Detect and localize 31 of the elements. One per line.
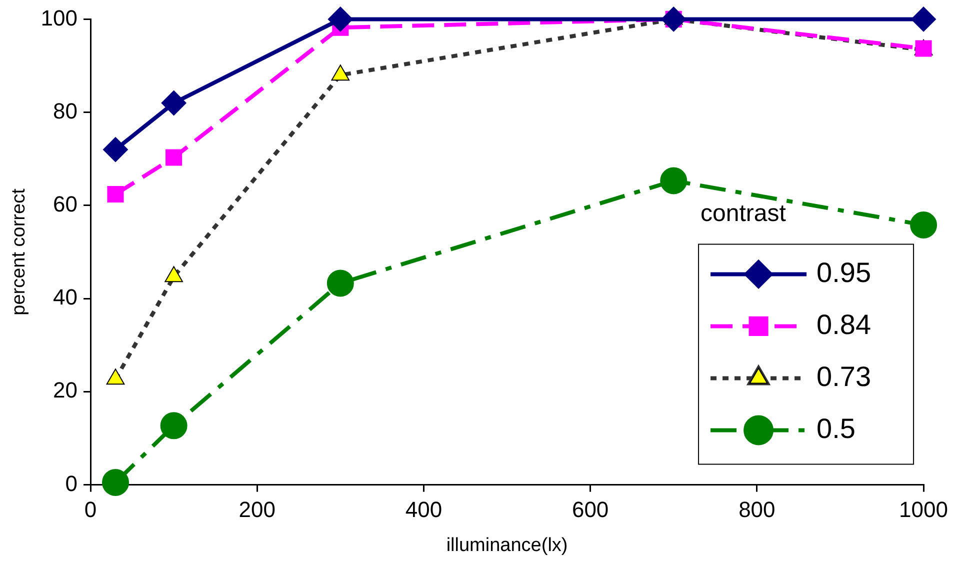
point — [107, 186, 124, 203]
legend-label: 0.73 — [816, 360, 872, 392]
point — [661, 6, 686, 32]
point — [166, 149, 182, 166]
x-tick-label: 600 — [572, 497, 609, 522]
y-tick-label: 60 — [53, 192, 78, 217]
x-axis-title: illuminance(lx) — [446, 534, 568, 556]
point — [160, 412, 188, 440]
x-tick-label: 400 — [405, 497, 442, 522]
y-tick-label: 80 — [53, 98, 78, 124]
point — [161, 90, 186, 116]
legend-label: 0.84 — [816, 308, 872, 340]
point — [102, 137, 128, 162]
x-tick-label: 0 — [84, 497, 97, 522]
legend-label: 0.5 — [816, 412, 856, 444]
x-tick-label: 1000 — [899, 497, 948, 522]
legend-title: contrast — [700, 200, 786, 227]
y-axis-title: percent correct — [8, 188, 30, 316]
point — [910, 211, 938, 238]
point — [328, 6, 353, 32]
y-tick-label: 20 — [53, 378, 78, 403]
x-tick-label: 800 — [738, 497, 776, 522]
y-tick-label: 0 — [65, 470, 78, 496]
point — [102, 468, 129, 496]
legend-label: 0.95 — [816, 256, 872, 288]
point — [660, 167, 688, 194]
y-tick-label: 100 — [40, 5, 78, 30]
point — [911, 6, 936, 32]
x-tick-label: 200 — [238, 497, 276, 522]
y-tick-label: 40 — [53, 284, 78, 310]
point — [326, 270, 354, 297]
